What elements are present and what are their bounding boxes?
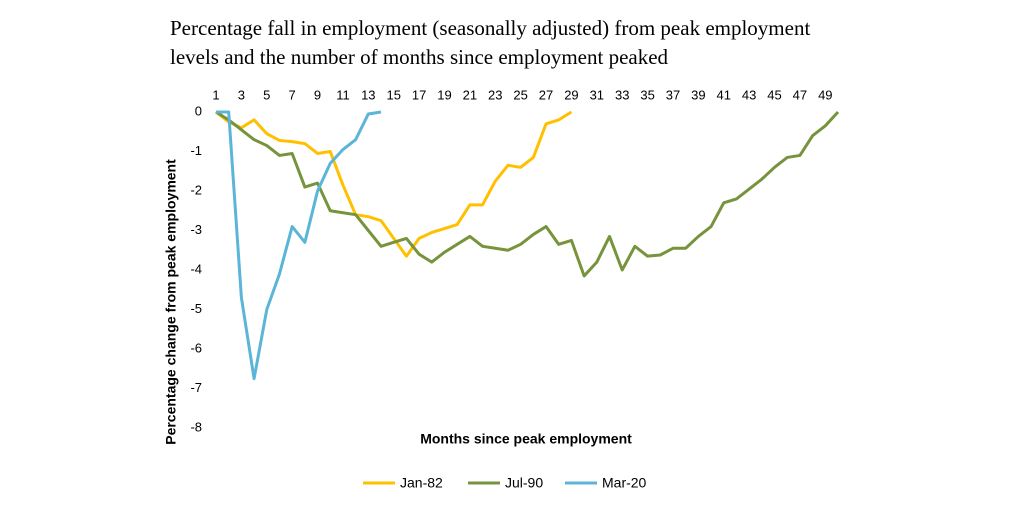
x-tick-label: 11 xyxy=(336,87,350,102)
chart-title: Percentage fall in employment (seasonall… xyxy=(170,16,811,69)
y-tick-label: -1 xyxy=(190,143,202,158)
x-tick-label: 1 xyxy=(212,87,219,102)
y-axis-title: Percentage change from peak employment xyxy=(163,159,179,445)
x-tick-label: 13 xyxy=(361,87,375,102)
x-tick-label: 25 xyxy=(513,87,527,102)
x-tick-label: 43 xyxy=(742,87,756,102)
y-tick-label: 0 xyxy=(195,103,202,118)
x-axis-title: Months since peak employment xyxy=(420,431,632,447)
x-tick-label: 15 xyxy=(386,87,400,102)
x-tick-label: 21 xyxy=(463,87,477,102)
y-tick-label: -6 xyxy=(190,340,202,355)
x-tick-label: 45 xyxy=(767,87,781,102)
legend-label: Jul-90 xyxy=(505,475,543,491)
legend-label: Mar-20 xyxy=(602,475,647,491)
x-tick-label: 7 xyxy=(289,87,296,102)
x-tick-label: 17 xyxy=(412,87,426,102)
y-tick-label: -7 xyxy=(190,380,202,395)
x-tick-label: 9 xyxy=(314,87,321,102)
x-tick-label: 41 xyxy=(717,87,731,102)
x-tick-label: 31 xyxy=(590,87,604,102)
series-line xyxy=(215,110,840,278)
x-tick-label: 39 xyxy=(691,87,705,102)
y-tick-label: -5 xyxy=(190,301,202,316)
x-tick-label: 47 xyxy=(793,87,807,102)
y-tick-label: -4 xyxy=(190,261,202,276)
y-tick-label: -8 xyxy=(190,419,202,434)
y-tick-label: -2 xyxy=(190,182,202,197)
x-tick-label: 35 xyxy=(640,87,654,102)
x-tick-label: 27 xyxy=(539,87,553,102)
series-line xyxy=(216,110,382,381)
x-tick-label: 37 xyxy=(666,87,680,102)
x-tick-label: 33 xyxy=(615,87,629,102)
x-tick-label: 3 xyxy=(238,87,245,102)
x-tick-label: 29 xyxy=(564,87,578,102)
y-tick-label: -3 xyxy=(190,222,202,237)
legend-label: Jan-82 xyxy=(400,475,443,491)
x-tick-label: 49 xyxy=(818,87,832,102)
x-tick-label: 23 xyxy=(488,87,502,102)
series-line xyxy=(215,110,573,258)
x-tick-label: 19 xyxy=(437,87,451,102)
x-tick-label: 5 xyxy=(263,87,270,102)
